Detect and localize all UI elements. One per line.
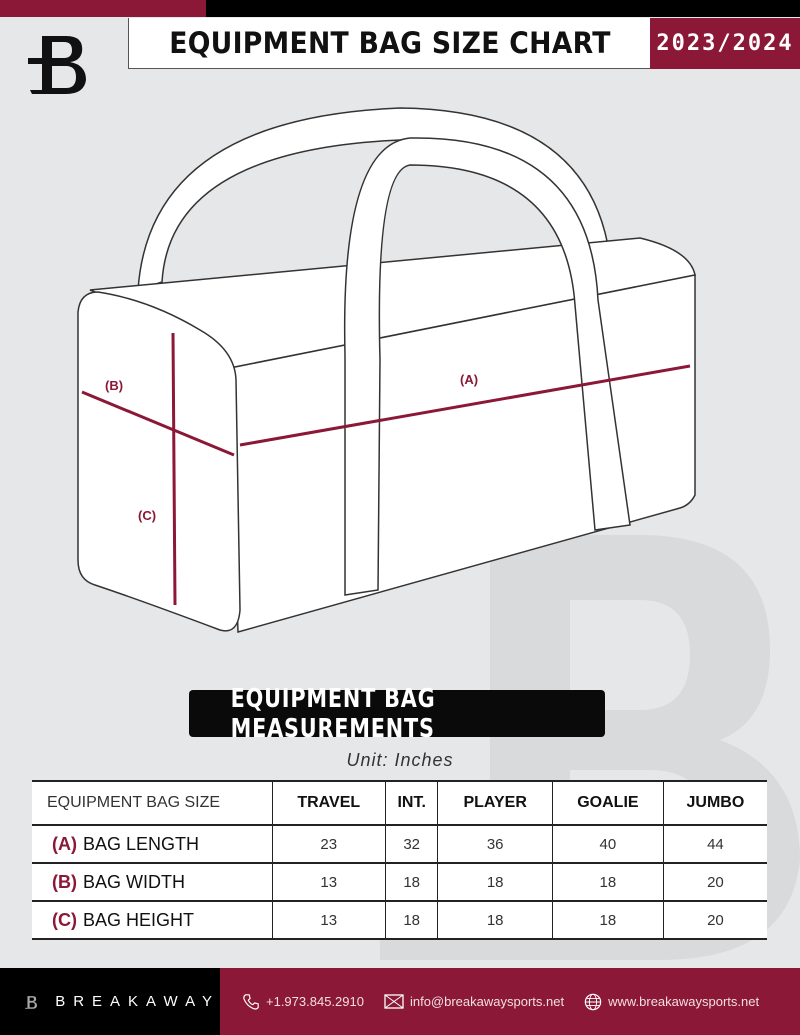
table-cell: 13 [271, 901, 386, 940]
page-title: EQUIPMENT BAG SIZE CHART [168, 26, 611, 60]
size-table: EQUIPMENT BAG SIZE TRAVEL INT. PLAYER GO… [32, 780, 767, 940]
table-cell: 44 [662, 825, 767, 864]
table-cell: 20 [662, 901, 767, 940]
measure-line-a [239, 364, 691, 447]
row-label: (A) BAG LENGTH [32, 825, 272, 864]
row-code: (C) [52, 909, 77, 930]
front-handle [343, 137, 631, 596]
bag-end [77, 291, 241, 632]
globe-icon [584, 993, 602, 1010]
footer-brand: BREAKAWAY [0, 968, 220, 1035]
row-label: (B) BAG WIDTH [32, 863, 272, 902]
column-header: PLAYER [437, 781, 553, 826]
table-header-row: EQUIPMENT BAG SIZE TRAVEL INT. PLAYER GO… [32, 781, 767, 826]
email-text: info@breakawaysports.net [409, 994, 565, 1009]
label-b: (B) [105, 378, 123, 393]
table-cell: 18 [384, 863, 438, 902]
website-text: www.breakawaysports.net [608, 994, 760, 1009]
section-banner: EQUIPMENT BAG MEASUREMENTS [189, 684, 605, 744]
table-cell: 36 [437, 825, 553, 864]
column-header: INT. [384, 781, 438, 826]
brand-name: BREAKAWAY [55, 993, 220, 1010]
column-header: GOALIE [551, 781, 664, 826]
measure-line-c [171, 332, 177, 606]
column-header: JUMBO [662, 781, 767, 826]
measure-line-b [81, 390, 235, 457]
footer-phone[interactable]: +1.973.845.2910 [242, 993, 364, 1011]
footer-website[interactable]: www.breakawaysports.net [584, 993, 759, 1011]
title-box: EQUIPMENT BAG SIZE CHART [128, 18, 650, 69]
table-cell: 18 [437, 863, 553, 902]
footer-email[interactable]: info@breakawaysports.net [384, 994, 564, 1009]
table-cell: 18 [551, 901, 664, 940]
label-c: (C) [138, 508, 156, 523]
mail-icon [384, 994, 404, 1009]
section-title: EQUIPMENT BAG MEASUREMENTS [230, 683, 436, 744]
corner-header: EQUIPMENT BAG SIZE [32, 781, 272, 826]
phone-text: +1.973.845.2910 [266, 994, 364, 1009]
footer-contacts: +1.973.845.2910 info@breakawaysports.net… [220, 968, 800, 1035]
table-cell: 32 [384, 825, 438, 864]
top-black-bar [206, 0, 800, 17]
table-cell: 20 [662, 863, 767, 902]
row-label-text: BAG LENGTH [83, 833, 200, 854]
table-cell: 23 [271, 825, 386, 864]
table-cell: 18 [384, 901, 438, 940]
table-row: (C) BAG HEIGHT 13 18 18 18 20 [32, 901, 767, 940]
row-label-text: BAG WIDTH [83, 871, 185, 892]
row-label-text: BAG HEIGHT [83, 909, 195, 930]
watermark-b [380, 535, 800, 960]
unit-label: Unit: Inches [346, 750, 454, 770]
table-row: (A) BAG LENGTH 23 32 36 40 44 [32, 825, 767, 864]
column-header: TRAVEL [271, 781, 386, 826]
label-a: (A) [460, 372, 478, 387]
phone-icon [243, 993, 259, 1010]
table-row: (B) BAG WIDTH 13 18 18 18 20 [32, 863, 767, 902]
breakaway-logo-icon [28, 36, 86, 94]
footer-logo-icon [24, 995, 38, 1009]
top-accent-bar [0, 0, 206, 17]
row-code: (A) [52, 833, 77, 854]
table-cell: 18 [551, 863, 664, 902]
row-code: (B) [52, 871, 77, 892]
table-cell: 13 [271, 863, 386, 902]
table-cell: 18 [437, 901, 553, 940]
row-label: (C) BAG HEIGHT [32, 901, 272, 940]
table-cell: 40 [551, 825, 664, 864]
season-badge: 2023/2024 [650, 18, 800, 69]
